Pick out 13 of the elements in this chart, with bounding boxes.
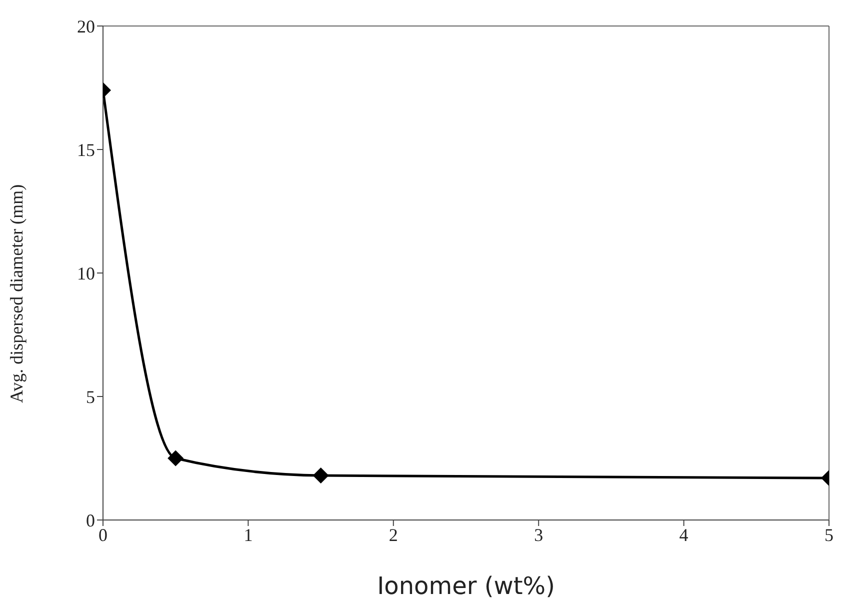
x-tick-label: 4 [679,524,688,545]
y-tick-label: 5 [86,386,95,407]
x-tick-label: 1 [244,524,253,545]
y-axis-title: Avg. dispersed diameter (mm) [6,184,26,403]
y-tick-label: 0 [86,510,95,530]
x-tick-label: 5 [824,524,834,545]
x-tick-label: 2 [388,524,398,545]
x-tick-label: 3 [534,524,544,545]
x-axis-title: Ionomer (wt%) [377,572,555,600]
x-tick-label: 0 [98,524,108,545]
y-tick-label: 20 [77,16,95,36]
y-tick-label: 15 [77,140,95,160]
y-tick-label: 10 [77,263,95,284]
